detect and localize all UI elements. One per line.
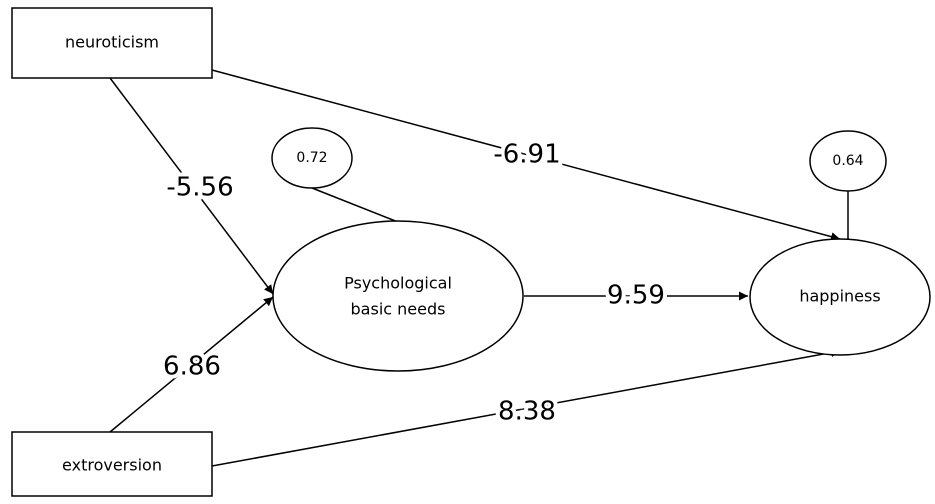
edge-label: 8.38 [498,397,556,427]
node-box [11,7,213,79]
node-label: Psychological [344,274,452,293]
error-node [809,130,887,192]
node-label: happiness [799,287,880,306]
edge-label: 6.86 [163,352,221,382]
edge-label: -6.91 [493,140,560,170]
node-box [11,431,213,497]
node-label: basic needs [351,300,446,319]
edge [211,348,841,467]
node-label: 0.72 [296,150,327,166]
node-ellipse [749,238,931,356]
node-label: neuroticism [65,33,159,52]
edge [311,187,399,223]
node-ellipse [272,220,524,372]
edge [109,296,274,433]
error-node [271,127,353,189]
edge-label: 9.59 [607,281,665,311]
node-label: 0.64 [832,153,863,169]
edge [109,77,274,295]
edge-label: -5.56 [166,173,233,203]
edge [211,69,841,242]
node-label: extroversion [62,456,162,475]
